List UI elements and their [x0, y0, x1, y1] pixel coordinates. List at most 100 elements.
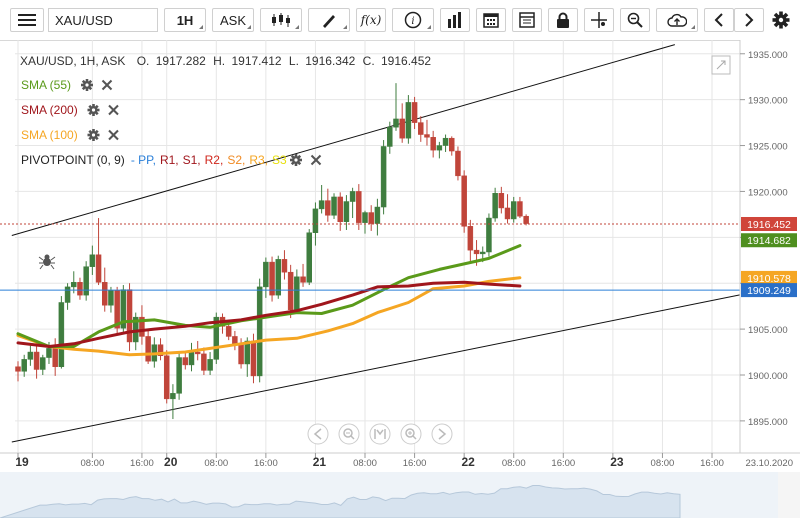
spider-icon[interactable]	[38, 254, 56, 270]
price-type-label: ASK	[219, 12, 246, 28]
menu-button[interactable]	[10, 8, 44, 32]
zoom-in-icon[interactable]	[400, 423, 422, 445]
reset-view-icon[interactable]	[369, 423, 391, 445]
candle-up	[343, 201, 350, 222]
price-tag: 1910.578	[747, 273, 791, 285]
volume-button[interactable]	[440, 8, 470, 32]
close-icon[interactable]	[108, 129, 119, 141]
candle-up	[188, 351, 195, 366]
price-tag-bg	[741, 270, 797, 285]
candle-down	[163, 355, 170, 400]
time-tick-label: 16:00	[254, 458, 278, 469]
timeframe-select[interactable]: 1H	[164, 8, 206, 32]
price-tag-bg	[741, 283, 797, 298]
chart-type-button[interactable]	[260, 8, 302, 32]
function-button[interactable]: f(x)	[356, 8, 386, 32]
pivot-part: S1,	[183, 153, 201, 167]
candle-down	[52, 348, 58, 367]
draw-tool-button[interactable]	[308, 8, 350, 32]
cloud-upload-icon	[667, 13, 687, 27]
candle-up	[108, 290, 114, 306]
candle-up	[436, 145, 443, 151]
candle-up	[40, 357, 46, 370]
price-type-select[interactable]: ASK	[212, 8, 254, 32]
trend-channel	[11, 44, 744, 443]
candle-up	[479, 251, 486, 255]
candle-down	[102, 282, 108, 306]
nav-back-icon[interactable]	[307, 423, 329, 445]
candle-down	[356, 191, 362, 223]
candle-down	[430, 137, 436, 151]
zoom-button[interactable]	[620, 8, 650, 32]
candle-down	[337, 196, 343, 222]
symbol-input[interactable]	[48, 8, 158, 32]
legend-high: 1917.412	[231, 54, 281, 68]
settings-icon	[772, 11, 790, 29]
lock-button[interactable]	[548, 8, 578, 32]
arrow-right-icon	[745, 13, 754, 27]
time-axis[interactable]: 19 08:00 16:00 20 08:00 16:00 21 08:00 16:00 22 08…	[0, 452, 800, 469]
candle-down	[15, 366, 21, 372]
toolbar: 1H ASK f(x) i	[0, 0, 800, 41]
crosshair-button[interactable]	[584, 8, 614, 32]
candle-down	[287, 271, 294, 311]
candle-down	[201, 353, 207, 371]
time-tick-label: 16:00	[700, 458, 724, 469]
legend-close-label: C.	[363, 54, 375, 68]
candle-up	[46, 348, 52, 358]
legend-close: 1916.452	[381, 54, 431, 68]
candle-down	[281, 259, 288, 273]
pivot-legend: PIVOTPOINT (0, 9) - PP, R1, S1, R2, S2, R3, S3	[21, 153, 287, 167]
share-button[interactable]	[656, 8, 698, 32]
close-icon[interactable]	[310, 154, 322, 166]
indicator-label: SMA (200)	[21, 103, 78, 117]
channel-lower-line	[11, 293, 744, 443]
calendar-button[interactable]	[476, 8, 506, 32]
price-tag: 1914.682	[747, 235, 791, 247]
candle-down	[77, 282, 83, 296]
candle-up	[331, 196, 337, 216]
gear-icon[interactable]	[87, 129, 100, 141]
nav-forward-icon[interactable]	[431, 423, 453, 445]
settings-button[interactable]	[766, 8, 796, 32]
lock-icon	[557, 12, 569, 28]
svg-text:i: i	[411, 16, 414, 27]
candle-down	[517, 201, 523, 217]
navigator[interactable]	[0, 472, 800, 518]
channel-upper-line	[11, 44, 675, 236]
zoom-out-icon[interactable]	[338, 423, 360, 445]
crosshair-icon	[591, 12, 607, 28]
candle-down	[449, 137, 455, 152]
candle-up	[263, 261, 269, 288]
candles-icon	[272, 13, 290, 27]
menu-icon	[18, 14, 36, 26]
candle-down	[399, 118, 405, 139]
candle-up	[318, 200, 325, 210]
candle-up	[83, 266, 89, 296]
candle-up	[71, 282, 77, 288]
scroll-right-button[interactable]	[734, 8, 764, 32]
price-tag: 1916.452	[747, 219, 791, 231]
chart[interactable]: 1895.0001900.0001905.0001910.0001915.000…	[0, 40, 800, 518]
sma-lines	[16, 244, 522, 357]
gear-icon[interactable]	[290, 154, 302, 166]
maximize-icon[interactable]	[711, 55, 731, 75]
pivot-part: R3,	[249, 153, 268, 167]
price-tick-label: 1920.000	[748, 187, 788, 198]
candle-down	[523, 215, 529, 224]
scroll-left-button[interactable]	[704, 8, 734, 32]
gear-icon[interactable]	[87, 104, 100, 116]
sma-200-line	[16, 280, 522, 348]
candle-up	[89, 254, 96, 267]
close-icon[interactable]	[101, 79, 113, 91]
candle-down	[95, 254, 102, 283]
candle-up	[306, 232, 312, 283]
info-button[interactable]: i	[392, 8, 434, 32]
layout-button[interactable]	[512, 8, 542, 32]
legend-open-label: O.	[137, 54, 150, 68]
time-tick-label: 16:00	[403, 458, 427, 469]
gear-icon[interactable]	[81, 79, 93, 91]
close-icon[interactable]	[108, 104, 119, 116]
candle-down	[300, 276, 306, 283]
pivot-part: R2,	[205, 153, 224, 167]
